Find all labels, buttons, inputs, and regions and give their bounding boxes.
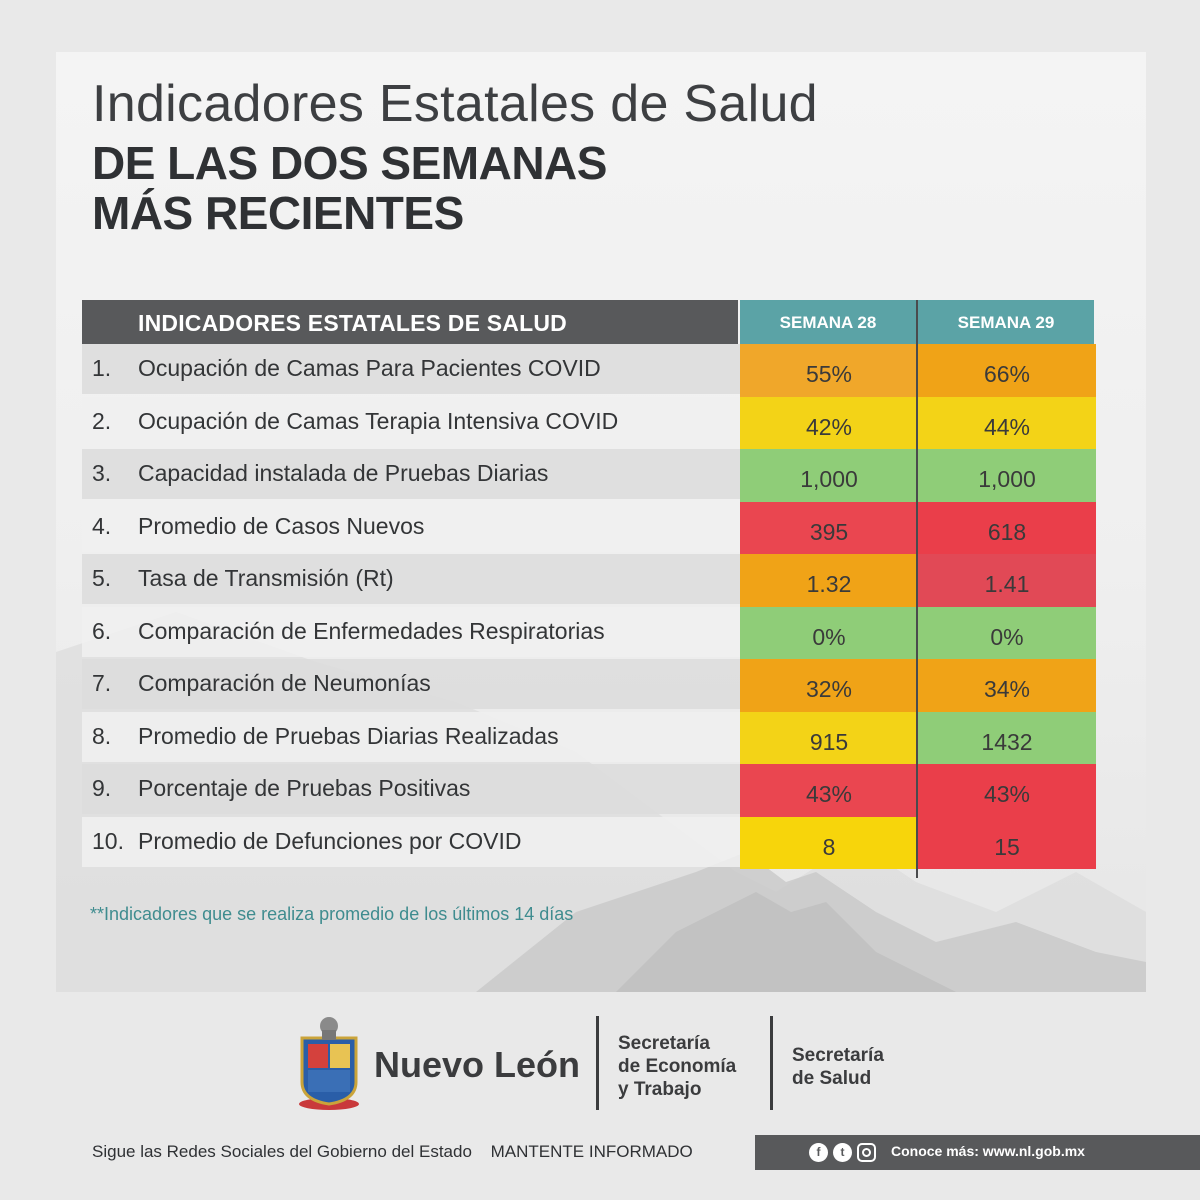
week-28-value: 395: [740, 501, 918, 554]
stay-informed: MANTENTE INFORMADO: [490, 1142, 693, 1161]
header-week-29: SEMANA 29: [918, 300, 1094, 344]
week-29-value: 66%: [918, 344, 1096, 397]
indicator-cell: 10. Promedio de Defunciones por COVID: [82, 816, 740, 867]
indicator-number: 2.: [92, 407, 112, 434]
indicator-label: Promedio de Defunciones por COVID: [138, 827, 522, 854]
week-29-value: 15: [918, 816, 1096, 869]
indicator-label: Comparación de Neumonías: [138, 670, 431, 696]
indicator-label: Tasa de Transmisión (Rt): [138, 565, 394, 591]
indicator-number: 5.: [92, 565, 112, 591]
divider: [596, 1016, 599, 1110]
week-28-value: 55%: [740, 344, 918, 397]
website-link[interactable]: Conoce más: www.nl.gob.mx: [891, 1143, 1085, 1159]
indicator-number: 3.: [92, 460, 112, 486]
table-header: INDICADORES ESTATALES DE SALUD SEMANA 28…: [82, 300, 1094, 344]
social-text: Sigue las Redes Sociales del Gobierno de…: [92, 1142, 472, 1161]
week-28-value: 1,000: [740, 449, 918, 502]
indicators-table: INDICADORES ESTATALES DE SALUD SEMANA 28…: [82, 300, 1096, 878]
subtitle-line-2: MÁS RECIENTES: [92, 187, 464, 239]
table-body: 1. Ocupación de Camas Para Pacientes COVI…: [82, 344, 1096, 869]
indicator-number: 4.: [92, 512, 112, 539]
week-28-value: 915: [740, 711, 918, 764]
week-28-value: 32%: [740, 659, 918, 712]
indicator-cell: 4. Promedio de Casos Nuevos: [82, 501, 740, 552]
week-29-value: 1.41: [918, 554, 1096, 607]
indicator-number: 1.: [92, 355, 112, 381]
indicator-number: 6.: [92, 617, 112, 644]
indicator-label: Ocupación de Camas Terapia Intensiva COV…: [138, 407, 619, 434]
week-28-value: 0%: [740, 606, 918, 659]
twitter-icon[interactable]: t: [833, 1143, 852, 1162]
table-row: 8. Promedio de Pruebas Diarias Realizadas…: [82, 711, 1096, 764]
indicator-label: Ocupación de Camas Para Pacientes COVID: [138, 355, 601, 381]
week-28-value: 42%: [740, 396, 918, 449]
state-name: Nuevo León: [374, 1044, 581, 1085]
logos: Nuevo León Secretaría de Economía y Trab…: [296, 1012, 916, 1112]
week-29-value: 34%: [918, 659, 1096, 712]
dept-economy-line-3: y Trabajo: [618, 1079, 702, 1100]
indicator-cell: 6. Comparación de Enfermedades Respirator…: [82, 606, 740, 657]
dept-economy: Secretaría de Economía y Trabajo: [618, 1032, 736, 1101]
dept-health-line-1: Secretaría: [792, 1045, 884, 1066]
divider: [770, 1016, 773, 1110]
dept-health: Secretaría de Salud: [792, 1044, 884, 1090]
table-row: 3. Capacidad instalada de Pruebas Diarias…: [82, 449, 1096, 502]
instagram-icon[interactable]: [857, 1143, 876, 1162]
indicator-cell: 1. Ocupación de Camas Para Pacientes COVI…: [82, 344, 740, 394]
indicator-label: Promedio de Casos Nuevos: [138, 512, 425, 539]
indicator-number: 10.: [92, 827, 124, 854]
footnote: **Indicadores que se realiza promedio de…: [90, 904, 574, 924]
table-row: 7. Comparación de Neumonías 32% 34%: [82, 659, 1096, 712]
subtitle-line-1: DE LAS DOS SEMANAS: [92, 137, 607, 189]
indicator-cell: 7. Comparación de Neumonías: [82, 659, 740, 709]
table-row: 4. Promedio de Casos Nuevos 395 618: [82, 501, 1096, 554]
table-row: 1. Ocupación de Camas Para Pacientes COVI…: [82, 344, 1096, 397]
indicator-label: Comparación de Enfermedades Respiratoria…: [138, 617, 605, 644]
week-29-value: 0%: [918, 606, 1096, 659]
indicator-number: 8.: [92, 722, 112, 749]
week-29-value: 618: [918, 501, 1096, 554]
table-row: 9. Porcentaje de Pruebas Positivas 43% 43%: [82, 764, 1096, 817]
indicator-label: Porcentaje de Pruebas Positivas: [138, 775, 471, 801]
content-panel: Indicadores Estatales de Salud DE LAS DO…: [56, 52, 1146, 992]
page-subtitle: DE LAS DOS SEMANAS MÁS RECIENTES: [92, 138, 792, 238]
indicator-label: Promedio de Pruebas Diarias Realizadas: [138, 722, 559, 749]
table-row: 5. Tasa de Transmisión (Rt) 1.32 1.41: [82, 554, 1096, 607]
indicator-cell: 9. Porcentaje de Pruebas Positivas: [82, 764, 740, 814]
indicator-cell: 8. Promedio de Pruebas Diarias Realizadas: [82, 711, 740, 762]
week-28-value: 1.32: [740, 554, 918, 607]
page-title: Indicadores Estatales de Salud: [92, 75, 818, 133]
indicator-cell: 2. Ocupación de Camas Terapia Intensiva C…: [82, 396, 740, 447]
table-row: 10. Promedio de Defunciones por COVID 8 15: [82, 816, 1096, 869]
table-row: 6. Comparación de Enfermedades Respirator…: [82, 606, 1096, 659]
week-28-value: 8: [740, 816, 918, 869]
facebook-icon[interactable]: f: [809, 1143, 828, 1162]
week-29-value: 44%: [918, 396, 1096, 449]
indicator-cell: 3. Capacidad instalada de Pruebas Diarias: [82, 449, 740, 499]
week-29-value: 43%: [918, 764, 1096, 817]
indicator-number: 7.: [92, 670, 112, 696]
indicator-label: Capacidad instalada de Pruebas Diarias: [138, 460, 549, 486]
indicator-number: 9.: [92, 775, 112, 801]
week-29-value: 1,000: [918, 449, 1096, 502]
dept-economy-line-2: de Economía: [618, 1056, 737, 1077]
week-28-value: 43%: [740, 764, 918, 817]
dept-economy-line-1: Secretaría: [618, 1033, 710, 1054]
dept-health-line-2: de Salud: [792, 1068, 872, 1089]
indicator-cell: 5. Tasa de Transmisión (Rt): [82, 554, 740, 604]
coat-of-arms-icon: [299, 1017, 359, 1110]
table-row: 2. Ocupación de Camas Terapia Intensiva C…: [82, 396, 1096, 449]
header-indicators: INDICADORES ESTATALES DE SALUD: [82, 300, 738, 344]
header-week-28: SEMANA 28: [740, 300, 916, 344]
info-bar: f t Conoce más: www.nl.gob.mx: [755, 1135, 1200, 1170]
social-caption: Sigue las Redes Sociales del Gobierno de…: [92, 1142, 707, 1162]
week-29-value: 1432: [918, 711, 1096, 764]
column-divider: [916, 300, 918, 878]
